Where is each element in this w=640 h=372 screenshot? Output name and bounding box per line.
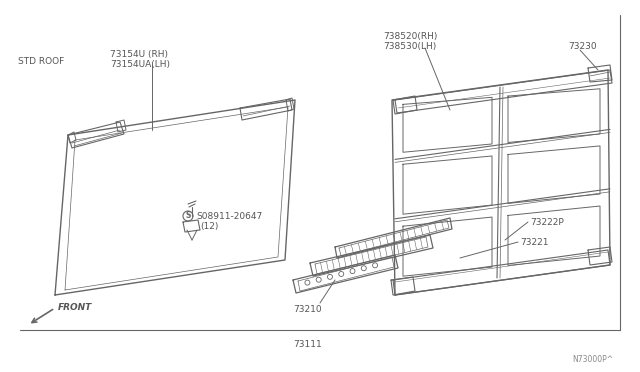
Text: 73230: 73230	[568, 42, 596, 51]
Text: STD ROOF: STD ROOF	[18, 57, 64, 66]
Text: 73222P: 73222P	[530, 218, 564, 227]
Text: 73210: 73210	[293, 305, 322, 314]
Text: 738530(LH): 738530(LH)	[383, 42, 436, 51]
Text: S: S	[186, 212, 191, 221]
Text: 73111: 73111	[294, 340, 323, 349]
Text: N73000P^: N73000P^	[572, 355, 613, 364]
Text: 73154UA(LH): 73154UA(LH)	[110, 60, 170, 69]
Text: 738520(RH): 738520(RH)	[383, 32, 437, 41]
Text: 73221: 73221	[520, 238, 548, 247]
Text: S08911-20647: S08911-20647	[196, 212, 262, 221]
Text: 73154U (RH): 73154U (RH)	[110, 50, 168, 59]
Text: (12): (12)	[200, 222, 218, 231]
Text: FRONT: FRONT	[58, 303, 92, 312]
